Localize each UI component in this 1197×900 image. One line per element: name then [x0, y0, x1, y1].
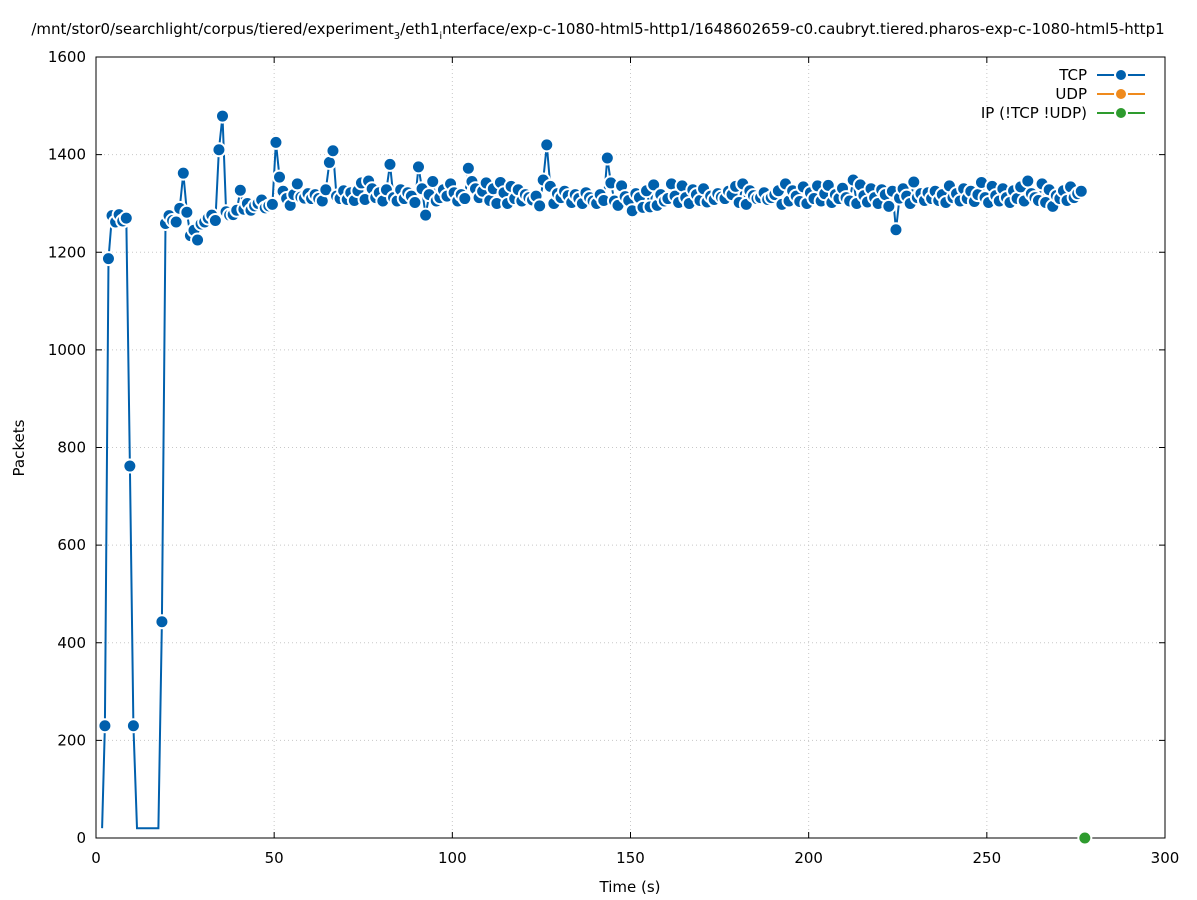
data-point-tcp — [539, 137, 555, 153]
y-axis-ticks: 0 200 400 600 800 1000 1200 1400 1600 — [48, 48, 1165, 847]
data-point-tcp — [289, 176, 305, 192]
series-line-tcp — [101, 115, 1082, 830]
y-axis-title: Packets — [10, 419, 28, 476]
y-tick-label: 1600 — [48, 48, 86, 66]
data-point-tcp — [418, 207, 434, 223]
data-point-tcp — [881, 198, 897, 214]
grid — [96, 57, 1165, 838]
x-tick-label: 250 — [973, 849, 1002, 867]
data-point-tcp — [122, 458, 138, 474]
data-point-tcp — [407, 194, 423, 210]
legend-marker-ip-tcp-udp — [1114, 106, 1128, 120]
data-point-tcp — [211, 142, 227, 158]
x-axis-ticks: 0 50 100 150 200 250 300 — [91, 57, 1179, 867]
legend-marker-tcp — [1114, 68, 1128, 82]
x-tick-label: 300 — [1151, 849, 1180, 867]
x-tick-label: 150 — [616, 849, 645, 867]
data-point-tcp — [125, 718, 141, 734]
series-ip-tcp-udp — [1077, 830, 1093, 846]
series-layer — [97, 108, 1093, 846]
data-point-tcp — [232, 182, 248, 198]
data-point-tcp — [410, 159, 426, 175]
data-point-tcp — [175, 165, 191, 181]
data-point-tcp — [118, 210, 134, 226]
y-tick-label: 200 — [57, 731, 86, 749]
y-tick-label: 400 — [57, 634, 86, 652]
data-point-tcp — [532, 198, 548, 214]
legend-marker-udp — [1114, 87, 1128, 101]
data-point-tcp — [1073, 183, 1089, 199]
data-point-tcp — [268, 134, 284, 150]
data-point-tcp — [272, 169, 288, 185]
legend-label-tcp: TCP — [1058, 66, 1087, 84]
data-point-tcp — [906, 174, 922, 190]
data-point-tcp — [100, 251, 116, 267]
data-point-tcp — [264, 196, 280, 212]
data-point-tcp — [207, 213, 223, 229]
y-tick-label: 1400 — [48, 146, 86, 164]
data-point-tcp — [97, 718, 113, 734]
data-point-tcp — [168, 214, 184, 230]
data-point-tcp — [382, 156, 398, 172]
data-point-tcp — [646, 177, 662, 193]
y-tick-label: 0 — [76, 829, 86, 847]
legend-label-udp: UDP — [1055, 85, 1087, 103]
chart-title: /mnt/stor0/searchlight/corpus/tiered/exp… — [31, 20, 1164, 42]
data-point-tcp — [457, 191, 473, 207]
y-tick-label: 1000 — [48, 341, 86, 359]
x-tick-label: 200 — [794, 849, 823, 867]
x-tick-label: 50 — [265, 849, 284, 867]
data-point-tcp — [599, 150, 615, 166]
data-point-tcp — [1020, 173, 1036, 189]
y-tick-label: 600 — [57, 536, 86, 554]
data-point-tcp — [318, 182, 334, 198]
data-point-tcp — [888, 222, 904, 238]
y-tick-label: 1200 — [48, 243, 86, 261]
data-point-ip-tcp-udp — [1077, 830, 1093, 846]
data-point-tcp — [190, 232, 206, 248]
y-tick-label: 800 — [57, 439, 86, 457]
legend-label-ip-tcp-udp: IP (!TCP !UDP) — [981, 104, 1087, 122]
data-point-tcp — [460, 160, 476, 176]
series-tcp — [97, 108, 1089, 830]
data-point-tcp — [154, 614, 170, 630]
data-point-tcp — [179, 204, 195, 220]
x-tick-label: 100 — [438, 849, 467, 867]
x-tick-label: 0 — [91, 849, 101, 867]
data-point-tcp — [325, 143, 341, 159]
x-axis-title: Time (s) — [599, 878, 661, 896]
data-point-tcp — [214, 108, 230, 124]
data-point-tcp — [425, 173, 441, 189]
